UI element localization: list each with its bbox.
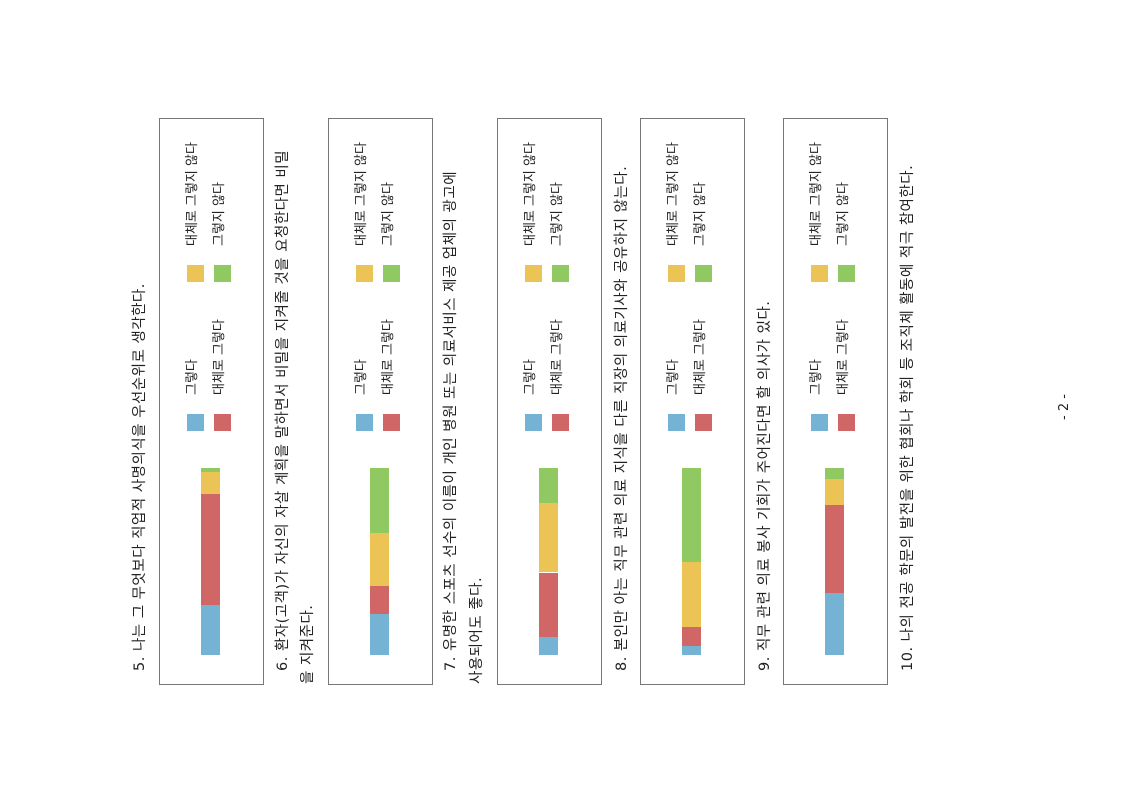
legend-label-mostly-yes: 대체로 그렇다 — [550, 319, 565, 395]
legend-swatch-yes — [811, 414, 828, 431]
legend-swatch-yes — [356, 414, 373, 431]
bar-segment-mostly-no — [682, 561, 701, 627]
chart-box-q5: 그렇다 대체로 그렇다 대체로 그렇지 않다 그렇지 않다 — [159, 118, 264, 685]
legend-swatch-mostly-no — [811, 265, 828, 282]
chart-box-q6: 그렇다 대체로 그렇다 대체로 그렇지 않다 그렇지 않다 — [328, 118, 433, 685]
legend-label-no: 그렇지 않다 — [693, 182, 708, 246]
legend-label-mostly-yes: 대체로 그렇다 — [836, 319, 851, 395]
legend-label-mostly-no: 대체로 그렇지 않다 — [809, 142, 824, 246]
legend-label-yes: 그렇다 — [666, 359, 681, 395]
legend-label-yes: 그렇다 — [523, 359, 538, 395]
legend-label-mostly-yes: 대체로 그렇다 — [212, 319, 227, 395]
bar-segment-no — [539, 468, 558, 503]
question-7-text-line2: 사용되어도 좋다. — [469, 576, 485, 684]
bar-segment-mostly-yes — [682, 626, 701, 646]
bar-segment-mostly-yes — [370, 585, 389, 614]
bar-segment-yes — [539, 636, 558, 655]
legend-swatch-mostly-no — [525, 265, 542, 282]
legend-swatch-no — [214, 265, 231, 282]
legend-label-no: 그렇지 않다 — [381, 182, 396, 246]
legend-swatch-mostly-no — [356, 265, 373, 282]
legend-swatch-yes — [668, 414, 685, 431]
chart-box-q9: 그렇다 대체로 그렇다 대체로 그렇지 않다 그렇지 않다 — [783, 118, 888, 685]
bar-segment-mostly-yes — [201, 494, 220, 605]
legend-label-yes: 그렇다 — [185, 359, 200, 395]
question-5-text: 5. 나는 그 무엇보다 직업적 사명의식을 우선순위로 생각한다. — [132, 283, 148, 671]
bar-segment-no — [370, 468, 389, 534]
bar-segment-yes — [825, 593, 844, 655]
legend-swatch-no — [695, 265, 712, 282]
page-number: - 2 - — [1057, 394, 1072, 420]
legend-swatch-yes — [525, 414, 542, 431]
legend-swatch-mostly-yes — [214, 414, 231, 431]
legend-swatch-mostly-yes — [838, 414, 855, 431]
legend-label-mostly-yes: 대체로 그렇다 — [381, 319, 396, 395]
bar-segment-mostly-no — [201, 471, 220, 495]
legend-swatch-mostly-yes — [695, 414, 712, 431]
legend-swatch-mostly-yes — [552, 414, 569, 431]
bar-segment-yes — [201, 604, 220, 655]
legend-swatch-mostly-yes — [383, 414, 400, 431]
question-9-text: 9. 직무 관련 의료 봉사 기회가 주어진다면 할 의사가 있다. — [757, 300, 773, 671]
legend-swatch-no — [383, 265, 400, 282]
bar-segment-mostly-no — [539, 502, 558, 573]
question-7-text-line1: 7. 유명한 스포츠 선수의 이름이 개인 병원 또는 의료서비스 제공 업체의… — [443, 170, 459, 671]
legend-label-mostly-no: 대체로 그렇지 않다 — [354, 142, 369, 246]
legend-label-no: 그렇지 않다 — [550, 182, 565, 246]
bar-segment-mostly-yes — [539, 572, 558, 637]
bar-segment-mostly-no — [370, 533, 389, 586]
bar-segment-no — [682, 468, 701, 562]
question-6-text-line2: 을 지켜준다. — [300, 604, 316, 684]
legend-swatch-no — [552, 265, 569, 282]
legend-label-yes: 그렇다 — [809, 359, 824, 395]
chart-box-q8: 그렇다 대체로 그렇다 대체로 그렇지 않다 그렇지 않다 — [640, 118, 745, 685]
legend-label-mostly-no: 대체로 그렇지 않다 — [185, 142, 200, 246]
legend-label-yes: 그렇다 — [354, 359, 369, 395]
question-6-text-line1: 6. 환자(고객)가 자신의 자살 계획을 말하면서 비밀을 지켜줄 것을 요청… — [275, 149, 291, 671]
legend-swatch-mostly-no — [668, 265, 685, 282]
bar-segment-yes — [682, 645, 701, 655]
legend-label-mostly-no: 대체로 그렇지 않다 — [523, 142, 538, 246]
legend-label-mostly-no: 대체로 그렇지 않다 — [666, 142, 681, 246]
question-10-text: 10. 나의 전공 학문의 발전을 위한 협회나 학회 등 조직체 활동에 적극… — [900, 164, 916, 671]
bar-segment-mostly-no — [825, 479, 844, 506]
legend-swatch-yes — [187, 414, 204, 431]
chart-box-q7: 그렇다 대체로 그렇다 대체로 그렇지 않다 그렇지 않다 — [497, 118, 602, 685]
legend-swatch-mostly-no — [187, 265, 204, 282]
bar-segment-no — [201, 468, 220, 472]
bar-segment-no — [825, 468, 844, 480]
legend-swatch-no — [838, 265, 855, 282]
bar-segment-yes — [370, 613, 389, 655]
legend-label-no: 그렇지 않다 — [212, 182, 227, 246]
legend-label-mostly-yes: 대체로 그렇다 — [693, 319, 708, 395]
bar-segment-mostly-yes — [825, 505, 844, 594]
question-8-text: 8. 본인만 아는 직무 관련 의료 지식을 다른 직장의 의료기사와 공유하지… — [614, 165, 630, 671]
legend-label-no: 그렇지 않다 — [836, 182, 851, 246]
